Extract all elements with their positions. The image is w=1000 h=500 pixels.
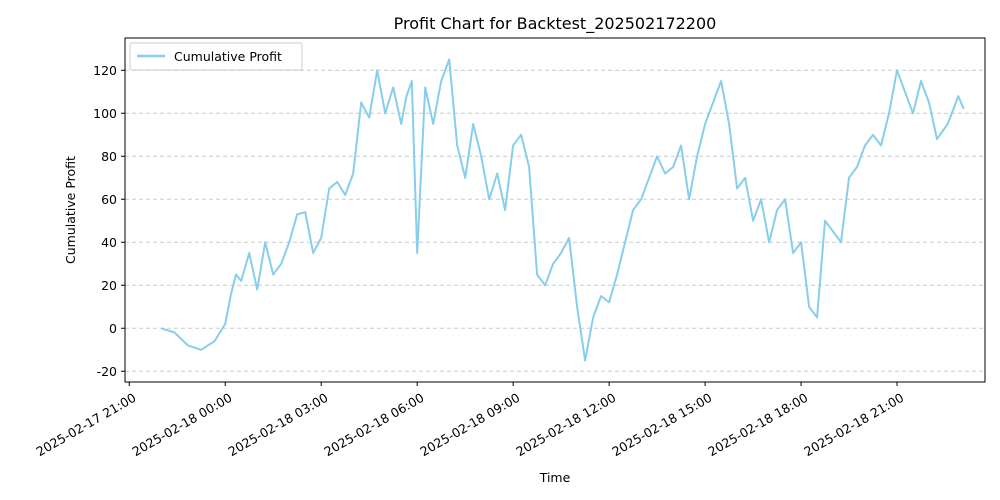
y-tick-label: 120	[93, 63, 117, 78]
y-axis: -20 0 20 40 60 80 100 120	[93, 63, 125, 379]
y-tick-label: 20	[101, 278, 117, 293]
x-tick-label: 2025-02-18 18:00	[705, 390, 810, 459]
x-tick-label: 2025-02-18 21:00	[801, 390, 906, 459]
y-tick-label: 40	[101, 235, 117, 250]
x-axis-label: Time	[539, 470, 571, 485]
y-tick-label: 60	[101, 192, 117, 207]
x-tick-label: 2025-02-17 21:00	[34, 390, 139, 459]
legend-box	[129, 42, 303, 71]
x-tick-label: 2025-02-18 09:00	[417, 390, 522, 459]
y-tick-label: 100	[93, 106, 117, 121]
grid-lines	[125, 69, 985, 372]
y-tick-label: -20	[97, 364, 117, 379]
x-tick-label: 2025-02-18 03:00	[225, 390, 330, 459]
x-tick-label: 2025-02-18 00:00	[129, 390, 234, 459]
y-tick-label: 80	[101, 149, 117, 164]
chart-title: Profit Chart for Backtest_202502172200	[394, 14, 717, 34]
legend-label: Cumulative Profit	[174, 49, 282, 64]
plot-frame	[124, 37, 986, 383]
x-tick-label: 2025-02-18 15:00	[609, 390, 714, 459]
legend: Cumulative Profit	[129, 42, 303, 71]
x-tick-label: 2025-02-18 06:00	[321, 390, 426, 459]
series-line-cumulative-profit	[160, 58, 965, 362]
y-tick-label: 0	[109, 321, 117, 336]
y-axis-label: Cumulative Profit	[63, 156, 78, 264]
x-tick-label: 2025-02-18 12:00	[513, 390, 618, 459]
